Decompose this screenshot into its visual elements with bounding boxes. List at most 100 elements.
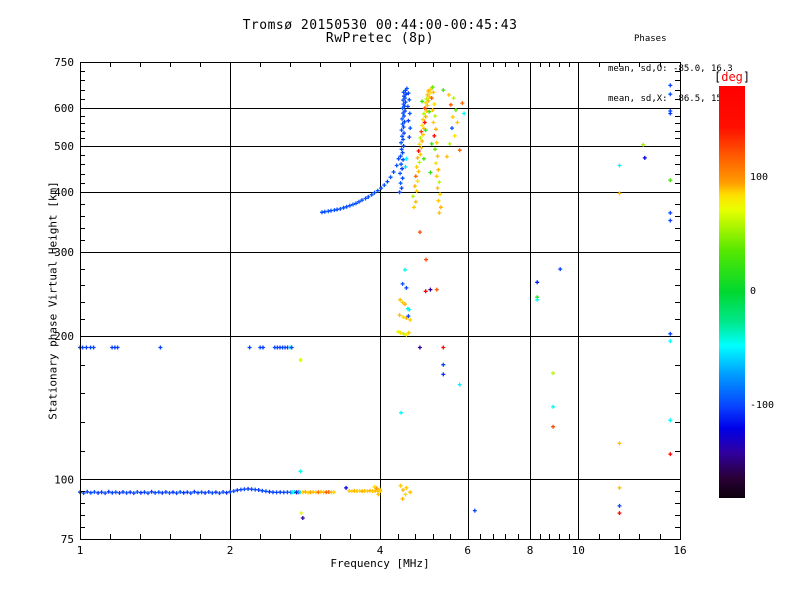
data-point (242, 487, 247, 492)
data-point (300, 516, 305, 520)
data-point (106, 489, 111, 494)
data-point (274, 490, 279, 495)
data-point (199, 490, 204, 495)
y-tick-label: 75 (61, 533, 74, 546)
phases-o-mode-stats: mean, sd,O: -85.0, 16.3 (608, 64, 733, 74)
data-point (441, 372, 446, 377)
data-point (422, 120, 427, 125)
data-point (421, 111, 426, 116)
data-point (298, 469, 303, 474)
data-point (441, 88, 446, 93)
data-point (376, 492, 381, 497)
data-point (423, 128, 428, 133)
data-point (388, 175, 393, 180)
tick-labels: 1 2 4 6 8 10 16 750 600 500 400 300 200 100 75 (54, 56, 687, 557)
data-point (271, 490, 275, 495)
data-point (263, 489, 268, 494)
data-point (428, 287, 433, 292)
data-point (424, 257, 429, 262)
data-point (131, 491, 136, 496)
data-point (415, 179, 420, 184)
data-point (402, 104, 407, 109)
data-point (399, 147, 404, 152)
data-point (135, 490, 140, 494)
data-point (429, 141, 434, 146)
data-point (437, 210, 442, 215)
data-point (403, 492, 408, 497)
data-point (437, 180, 442, 185)
y-tick-label: 600 (54, 102, 74, 115)
page-subtitle: RwPretec (8p) (325, 31, 435, 46)
scatter-points (78, 83, 673, 520)
data-point (435, 154, 440, 159)
data-point (158, 345, 163, 350)
data-point (420, 123, 425, 128)
data-point (414, 164, 419, 169)
colorbar-unit-text: deg (721, 70, 743, 84)
data-point (400, 122, 405, 126)
data-point (84, 345, 89, 350)
x-tick-label: 4 (377, 544, 384, 557)
data-point (117, 490, 122, 495)
data-point (668, 83, 673, 88)
data-point (344, 204, 349, 209)
data-point (668, 218, 673, 223)
data-point (423, 100, 428, 105)
data-point (432, 133, 437, 138)
data-point (406, 91, 411, 96)
data-point (433, 114, 438, 118)
data-point (551, 371, 556, 376)
data-point (174, 491, 179, 496)
data-point (431, 90, 436, 95)
data-point (419, 145, 424, 150)
data-point (407, 111, 412, 116)
data-point (402, 114, 406, 118)
data-point (401, 315, 406, 319)
data-point (231, 489, 236, 494)
data-point (224, 490, 229, 495)
data-point (246, 486, 251, 491)
data-point (424, 96, 429, 101)
data-point (103, 491, 108, 496)
data-point (171, 490, 175, 495)
data-point (354, 201, 358, 206)
y-tick-label: 200 (54, 330, 74, 343)
data-point (403, 267, 407, 272)
colorbar-tick-label: -100 (750, 400, 775, 412)
data-point (423, 114, 428, 119)
data-point (421, 132, 425, 137)
data-point (472, 508, 477, 513)
data-point (558, 267, 563, 272)
data-point (405, 104, 410, 109)
data-point (261, 345, 265, 350)
data-point (398, 297, 403, 302)
data-point (462, 111, 467, 116)
data-point (398, 181, 403, 186)
data-point (99, 490, 104, 495)
data-point (668, 331, 673, 336)
data-point (115, 345, 120, 350)
data-point (668, 92, 673, 97)
x-tick-label: 2 (227, 544, 234, 557)
colorbar-bracket-left: [ (714, 70, 722, 84)
data-point (441, 362, 446, 367)
data-point (420, 99, 425, 104)
data-point (411, 194, 415, 199)
x-tick-label: 1 (77, 544, 84, 557)
data-point (401, 144, 406, 148)
data-point (404, 86, 409, 91)
data-point (446, 92, 451, 97)
data-point (398, 330, 403, 335)
phases-heading: Phases (634, 34, 667, 44)
data-point (80, 345, 85, 350)
x-tick-label: 6 (464, 544, 471, 557)
data-point (146, 491, 150, 496)
data-point (372, 190, 377, 195)
data-point (406, 330, 411, 335)
data-point (192, 489, 197, 494)
data-point (423, 289, 428, 294)
data-point (366, 194, 371, 199)
data-point (642, 155, 647, 160)
data-point (450, 115, 455, 119)
